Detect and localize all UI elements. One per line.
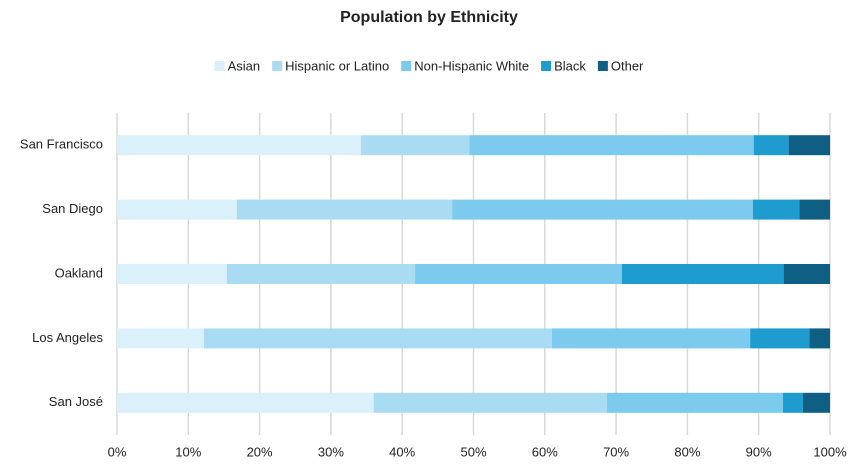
- bar-segment: [452, 199, 753, 220]
- bar-segment: [783, 264, 830, 284]
- x-tick-label: 0%: [108, 444, 127, 459]
- x-tick-label: 70%: [603, 444, 629, 459]
- bar-segment: [117, 264, 227, 284]
- legend-swatch: [541, 61, 552, 71]
- y-tick-label: Los Angeles: [32, 330, 103, 345]
- bar-segment: [606, 392, 783, 413]
- legend: Asian Hispanic or Latino Non-Hispanic Whit…: [214, 58, 644, 73]
- bar-segment: [226, 264, 416, 284]
- bar-segment: [117, 199, 237, 220]
- legend-swatch: [401, 61, 412, 71]
- x-tick-label: 90%: [746, 444, 772, 459]
- x-tick-label: 100%: [813, 444, 847, 459]
- bar-segment: [752, 199, 800, 220]
- y-tick-label: San Diego: [42, 201, 103, 216]
- legend-label: Other: [611, 58, 644, 73]
- y-tick-label: San José: [49, 394, 103, 409]
- y-tick-label: San Francisco: [20, 137, 103, 152]
- bar-segment: [750, 328, 810, 349]
- bar-segment: [809, 328, 830, 349]
- bar-segment: [117, 135, 361, 156]
- x-tick-label: 10%: [175, 444, 201, 459]
- legend-swatch: [272, 61, 283, 71]
- legend-swatch: [214, 61, 225, 71]
- bar-segment: [621, 264, 784, 284]
- bar-segment: [799, 199, 830, 220]
- bar-segment: [117, 392, 374, 413]
- legend-label: Asian: [228, 58, 261, 73]
- bar-segment: [802, 392, 830, 413]
- x-tick-label: 50%: [460, 444, 486, 459]
- bar-segment: [117, 328, 204, 349]
- x-tick-label: 80%: [674, 444, 700, 459]
- x-tick-label: 40%: [389, 444, 415, 459]
- bar-segment: [753, 135, 789, 156]
- chart-title: Population by Ethnicity: [340, 9, 518, 26]
- x-tick-label: 20%: [247, 444, 273, 459]
- legend-label: Hispanic or Latino: [285, 58, 389, 73]
- bar-segment: [415, 264, 622, 284]
- x-tick-label: 60%: [532, 444, 558, 459]
- legend-label: Black: [554, 58, 586, 73]
- bar-segment: [551, 328, 751, 349]
- legend-swatch: [597, 61, 608, 71]
- bar-segment: [360, 135, 470, 156]
- bar-segment: [373, 392, 607, 413]
- legend-label: Non-Hispanic White: [414, 58, 529, 73]
- bar-segment: [469, 135, 754, 156]
- y-tick-label: Oakland: [55, 265, 103, 280]
- x-tick-label: 30%: [318, 444, 344, 459]
- bar-segment: [788, 135, 830, 156]
- bar-segment: [236, 199, 453, 220]
- bar-segment: [203, 328, 552, 349]
- bar-segment: [782, 392, 803, 413]
